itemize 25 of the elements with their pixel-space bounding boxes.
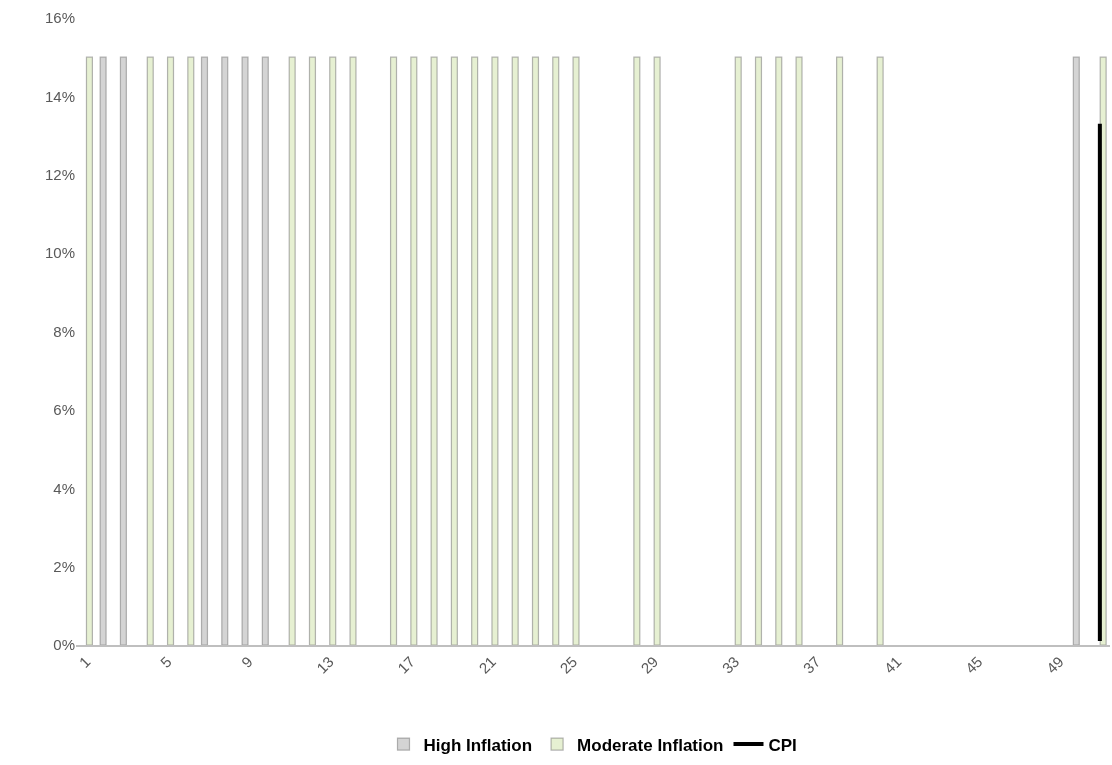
x-tick-label: 29: [637, 652, 662, 677]
y-tick-label: 8%: [53, 322, 75, 340]
y-tick-label: 4%: [53, 479, 75, 497]
x-tick-label: 37: [799, 652, 824, 677]
y-tick-label: 12%: [44, 166, 75, 183]
legend-label: CPI: [768, 735, 797, 755]
x-tick-label: 5: [156, 652, 175, 671]
x-tick-label: 13: [313, 652, 337, 677]
y-tick-label: 14%: [44, 87, 75, 105]
legend-label: Moderate Inflation: [577, 735, 724, 755]
y-tick-label: 6%: [53, 401, 75, 419]
y-tick-label: 10%: [44, 244, 75, 262]
x-tick-label: 25: [556, 652, 581, 677]
x-tick-label: 17: [394, 652, 418, 677]
x-tick-label: 1: [75, 652, 94, 671]
x-tick-label: 21: [475, 652, 500, 677]
x-tick-label: 33: [718, 652, 743, 677]
y-tick-label: 2%: [53, 557, 75, 575]
x-tick-label: 49: [1042, 652, 1067, 677]
x-tick-label: 9: [237, 652, 256, 671]
y-tick-label: 16%: [44, 9, 75, 27]
y-tick-label: 0%: [53, 636, 75, 654]
legend-label: High Inflation: [423, 735, 533, 755]
x-tick-label: 41: [880, 652, 905, 677]
x-tick-label: 45: [961, 652, 986, 677]
